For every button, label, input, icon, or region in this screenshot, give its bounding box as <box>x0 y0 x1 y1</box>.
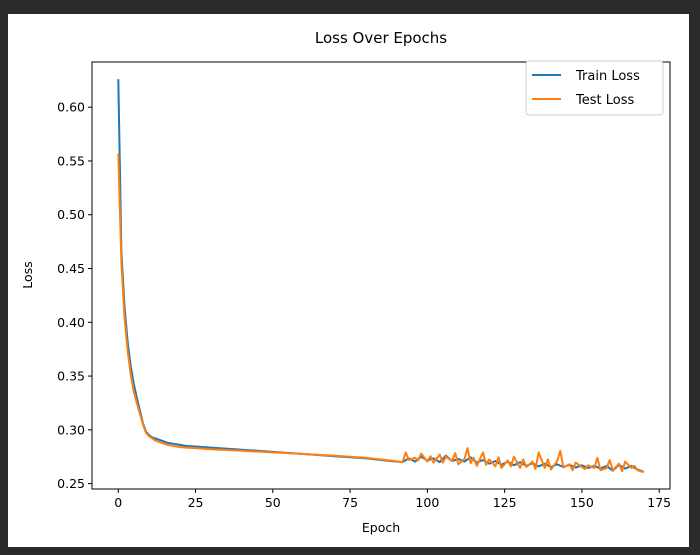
legend-label-train: Train Loss <box>575 69 640 84</box>
x-tick-label: 150 <box>570 495 594 510</box>
plot-lines <box>117 79 645 474</box>
y-tick-label: 0.60 <box>57 100 85 115</box>
y-tick-label: 0.40 <box>57 315 85 330</box>
x-tick-label: 125 <box>493 495 517 510</box>
x-tick-label: 75 <box>342 495 358 510</box>
y-tick-label: 0.35 <box>57 369 85 384</box>
x-tick-label: 100 <box>415 495 439 510</box>
chart-title: Loss Over Epochs <box>315 29 447 47</box>
figure: Loss Over Epochs 0 25 50 75 100 125 150 175 0.2… <box>8 14 689 547</box>
y-tick-label: 0.55 <box>57 153 85 168</box>
y-tick-label: 0.45 <box>57 261 85 276</box>
x-tick-label: 50 <box>265 495 281 510</box>
legend: Train Loss Test Loss <box>525 60 664 116</box>
y-tick-label: 0.25 <box>57 476 85 491</box>
y-tick-label: 0.30 <box>57 422 85 437</box>
x-tick-label: 175 <box>647 495 671 510</box>
x-tick-label: 0 <box>114 495 122 510</box>
x-axis: 0 25 50 75 100 125 150 175 <box>114 489 671 510</box>
y-axis-label: Loss <box>20 261 35 288</box>
series-line-test-loss <box>117 153 645 474</box>
x-axis-label: Epoch <box>362 520 400 535</box>
y-axis: 0.25 0.30 0.35 0.40 0.45 0.50 0.55 0.60 <box>57 100 92 491</box>
plot-frame <box>91 61 671 490</box>
loss-chart: Loss Over Epochs 0 25 50 75 100 125 150 175 0.2… <box>20 29 671 535</box>
legend-label-test: Test Loss <box>575 93 634 108</box>
series-line-train-loss <box>117 79 645 473</box>
x-tick-label: 25 <box>188 495 204 510</box>
y-tick-label: 0.50 <box>57 207 85 222</box>
